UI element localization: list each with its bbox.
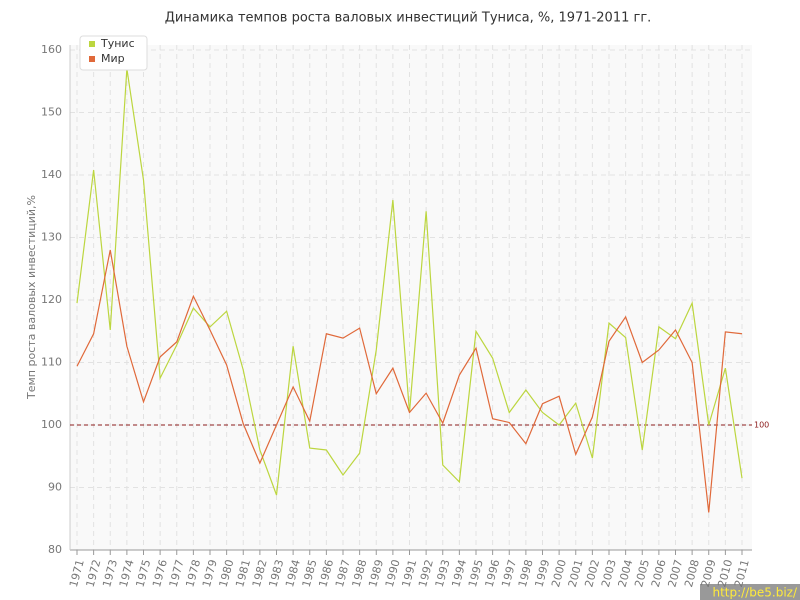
watermark: http://be5.biz/ [712, 586, 797, 600]
legend-box [79, 35, 148, 71]
reference-label: 100 [754, 421, 769, 430]
watermark-bg [700, 584, 800, 600]
y-tick-label: 130 [41, 231, 62, 244]
y-tick-label: 80 [48, 543, 62, 556]
legend-label: Мир [101, 52, 125, 65]
y-tick-label: 90 [48, 481, 62, 494]
chart-title: Динамика темпов роста валовых инвестиций… [165, 11, 652, 26]
y-tick-label: 140 [41, 168, 62, 181]
y-tick-label: 160 [41, 43, 62, 56]
y-axis-label: Темп роста валовых инвестиций,% [25, 195, 38, 400]
y-tick-label: 110 [41, 356, 62, 369]
series-line [76, 249, 743, 513]
y-tick-label: 120 [41, 293, 62, 306]
y-tick-label: 150 [41, 106, 62, 119]
plot-area [70, 45, 752, 550]
legend-swatch [89, 56, 95, 62]
legend-label: Тунис [100, 37, 135, 50]
legend-swatch [89, 41, 95, 47]
y-tick-label: 100 [41, 418, 62, 431]
